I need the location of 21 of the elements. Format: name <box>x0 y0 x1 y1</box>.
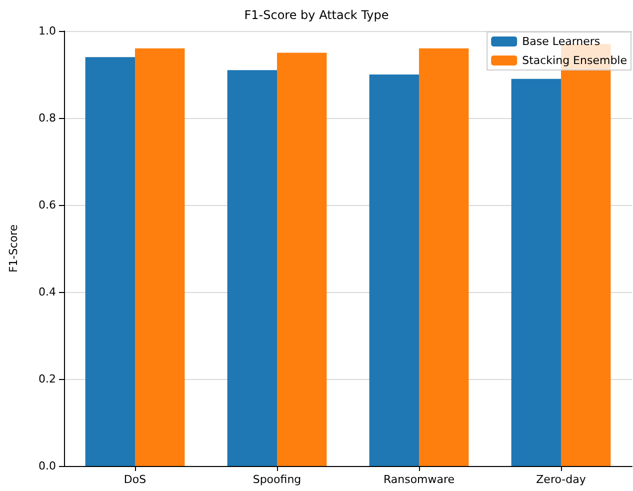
bar <box>85 57 135 466</box>
legend-label: Stacking Ensemble <box>522 54 628 67</box>
bar <box>277 52 327 466</box>
y-tick-label: 0.2 <box>38 372 56 386</box>
x-tick-label: Zero-day <box>536 473 586 486</box>
y-axis-title: F1-Score <box>7 224 20 273</box>
x-tick-label: DoS <box>124 473 146 486</box>
chart-title: F1-Score by Attack Type <box>244 8 389 22</box>
bar <box>227 70 277 466</box>
bar <box>419 48 469 466</box>
y-tick-label: 0.4 <box>38 286 56 298</box>
legend-label: Base Learners <box>522 35 600 48</box>
x-tick-label: Ransomware <box>383 473 455 486</box>
y-tick-label: 1.0 <box>38 24 56 38</box>
bar <box>369 74 419 466</box>
bar <box>135 48 185 466</box>
y-tick-label: 0.0 <box>38 460 56 472</box>
y-tick-label: 0.8 <box>38 112 56 124</box>
y-tick-label: 0.6 <box>38 198 56 212</box>
x-tick-label: Spoofing <box>252 473 302 486</box>
bar <box>511 78 561 466</box>
